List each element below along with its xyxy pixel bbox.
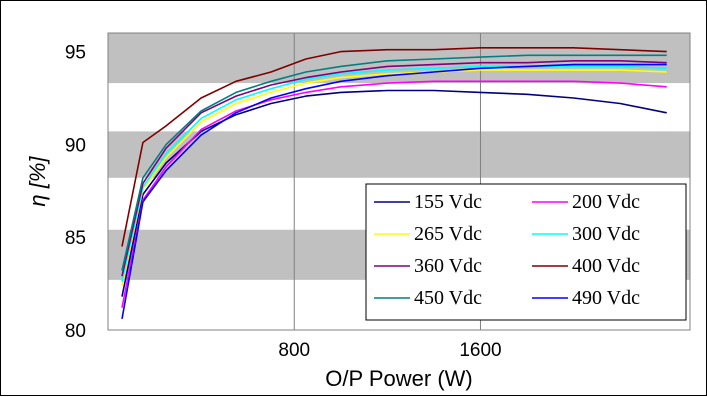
plot-band-1 [108, 131, 690, 178]
series-line-6 [121, 54, 667, 271]
series-line-3 [121, 65, 667, 282]
series-line-7 [121, 63, 667, 320]
x-tick-label-1600: 1600 [459, 340, 501, 361]
legend: 155 Vdc 200 Vdc 265 Vdc 300 Vdc 360 Vdc 400 V… [365, 183, 687, 321]
series-lines [121, 46, 667, 320]
series-line-0 [121, 89, 667, 297]
y-tick-label-95: 95 [65, 43, 86, 64]
legend-label-1: 200 Vdc [572, 191, 640, 213]
plot-band-2 [108, 33, 690, 84]
series-line-2 [121, 69, 667, 286]
legend-label-7: 490 Vdc [572, 287, 640, 309]
y-tick-label-80: 80 [65, 321, 86, 342]
legend-label-0: 155 Vdc [414, 191, 482, 213]
x-tick-labels: 800 1600 [278, 340, 501, 361]
legend-label-4: 360 Vdc [414, 255, 482, 277]
series-line-4 [121, 59, 667, 277]
y-tick-label-90: 90 [65, 135, 86, 156]
x-axis-title: O/P Power (W) [325, 366, 473, 391]
y-tick-labels: 80 85 90 95 [65, 43, 86, 342]
legend-label-6: 450 Vdc [414, 287, 482, 309]
legend-label-5: 400 Vdc [572, 255, 640, 277]
legend-label-2: 265 Vdc [414, 223, 482, 245]
legend-box [365, 183, 687, 321]
x-tick-label-800: 800 [278, 340, 310, 361]
y-tick-label-85: 85 [65, 228, 86, 249]
series-line-1 [121, 80, 667, 308]
legend-label-3: 300 Vdc [572, 223, 640, 245]
series-line-5 [121, 46, 667, 247]
y-axis-title: η [%] [25, 156, 50, 207]
plot-border [107, 32, 691, 331]
